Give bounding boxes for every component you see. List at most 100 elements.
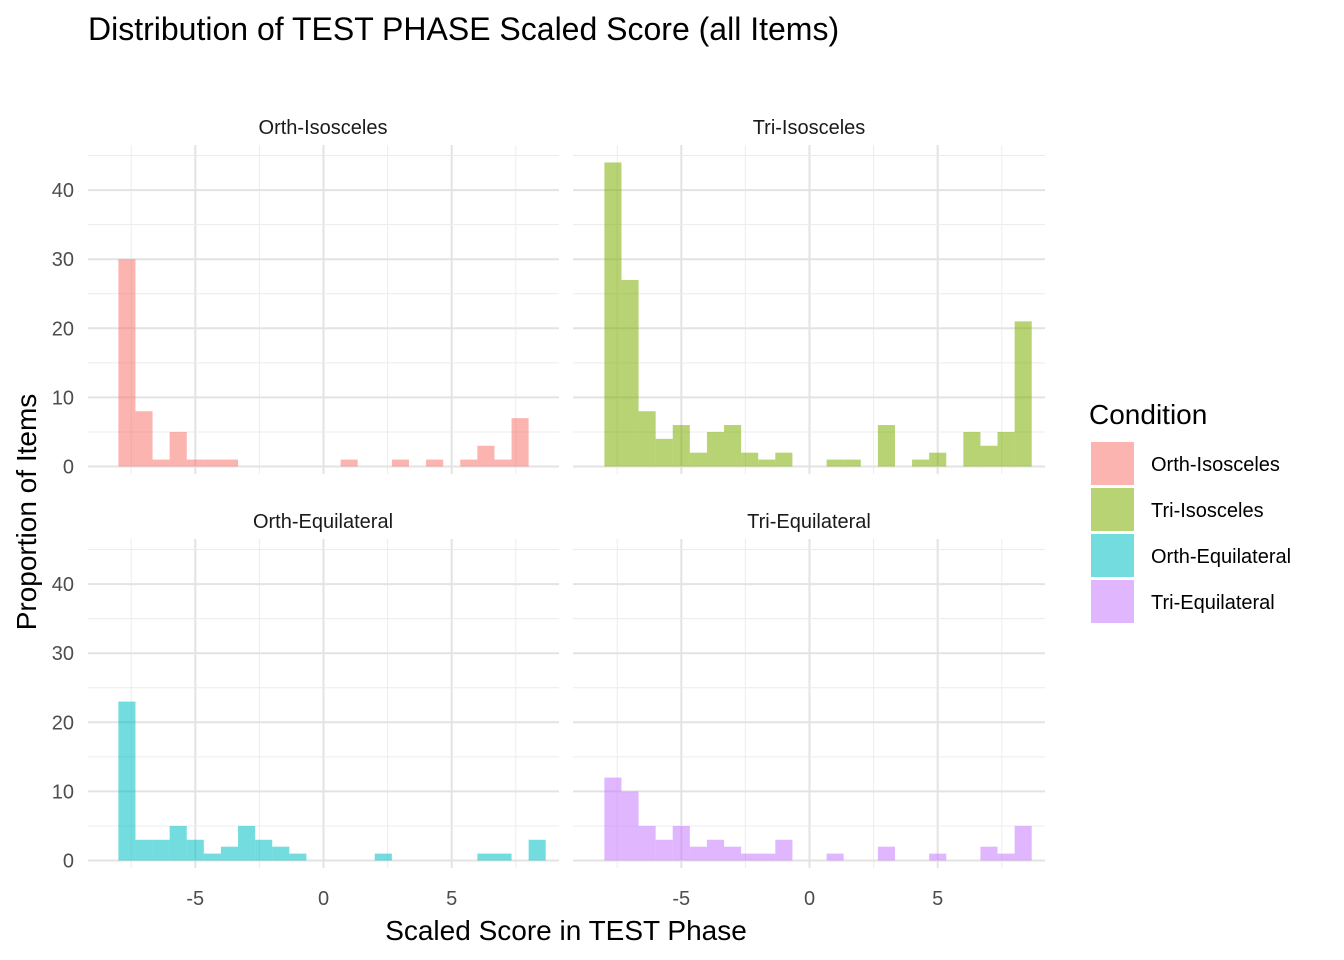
- histogram-bar: [775, 452, 793, 467]
- histogram-bar: [220, 846, 239, 861]
- histogram-bar: [843, 459, 861, 467]
- chart-title: Distribution of TEST PHASE Scaled Score …: [88, 11, 839, 47]
- y-axis-label: Proportion of Items: [11, 394, 42, 631]
- histogram-bar: [929, 853, 947, 861]
- x-tick-label: 0: [318, 888, 329, 910]
- histogram-bar: [340, 459, 358, 467]
- histogram-bar: [741, 853, 759, 861]
- y-tick-label: 40: [52, 180, 74, 202]
- histogram-bar: [621, 791, 639, 861]
- y-tick-label: 0: [63, 457, 74, 479]
- legend-entries: Orth-Isosceles Tri-Isosceles Orth-Equilate…: [1091, 442, 1291, 623]
- histogram-bar: [203, 459, 221, 467]
- histogram-bar: [477, 853, 495, 861]
- histogram-bar: [621, 279, 639, 467]
- histogram-bar: [638, 411, 656, 467]
- histogram-bar: [929, 452, 947, 467]
- y-axis-ticks-top: 0 10 20 30 40: [52, 180, 74, 478]
- panel-strip-label: Tri-Isosceles: [753, 117, 866, 139]
- legend-swatch: [1091, 442, 1134, 485]
- histogram-bar: [477, 445, 495, 467]
- histogram-bar: [912, 459, 930, 467]
- x-tick-label: -5: [672, 888, 690, 910]
- histogram-bar: [706, 839, 725, 861]
- panel-strip-label: Orth-Equilateral: [253, 511, 393, 533]
- histogram-bar: [511, 418, 529, 467]
- panel-grid: [88, 145, 559, 474]
- histogram-bar: [238, 825, 256, 861]
- y-tick-label: 0: [63, 851, 74, 873]
- y-tick-label: 20: [52, 318, 74, 340]
- histogram-bar: [1014, 825, 1032, 861]
- legend-entry-label: Tri-Isosceles: [1151, 500, 1264, 522]
- histogram-bar: [655, 438, 673, 467]
- histogram-bar: [374, 853, 392, 861]
- histogram-bar: [997, 853, 1015, 861]
- histogram-bar: [604, 777, 622, 861]
- legend-swatch: [1091, 488, 1134, 531]
- legend-entry-label: Orth-Isosceles: [1151, 454, 1280, 476]
- panel-orth-isosceles: Orth-Isosceles: [88, 117, 559, 474]
- histogram-bar: [494, 853, 512, 861]
- histogram-bar: [135, 839, 153, 861]
- legend-entry-label: Tri-Equilateral: [1151, 592, 1275, 614]
- y-tick-label: 40: [52, 574, 74, 596]
- histogram-bar: [604, 162, 622, 467]
- legend: Condition Orth-IsoscelesTri-IsoscelesOrt…: [1089, 399, 1291, 623]
- panel-bars: [604, 777, 1032, 861]
- panel-strip-label: Orth-Isosceles: [259, 117, 388, 139]
- x-axis-label: Scaled Score in TEST Phase: [385, 915, 747, 946]
- histogram-bar: [289, 853, 307, 861]
- histogram-bar: [706, 431, 725, 467]
- histogram-bar: [980, 445, 998, 467]
- histogram-bar: [391, 459, 409, 467]
- histogram-bar: [775, 839, 793, 861]
- histogram-bar: [980, 846, 998, 861]
- histogram-bar: [1014, 321, 1032, 467]
- panel-bars: [118, 701, 546, 861]
- histogram-bar: [186, 459, 204, 467]
- panel-strip-label: Tri-Equilateral: [747, 511, 871, 533]
- histogram-bar: [135, 411, 153, 467]
- histogram-bar: [672, 425, 690, 467]
- histogram-bar: [963, 431, 981, 467]
- histogram-bar: [655, 839, 673, 861]
- panel-orth-equilateral: Orth-Equilateral: [88, 511, 559, 868]
- y-tick-label: 10: [52, 781, 74, 803]
- histogram-bar: [826, 459, 844, 467]
- histogram-bar: [758, 853, 776, 861]
- histogram-bar: [724, 425, 742, 467]
- histogram-bar: [672, 825, 690, 861]
- histogram-bar: [169, 431, 187, 467]
- histogram-bar: [169, 825, 187, 861]
- histogram-bar: [152, 839, 170, 861]
- histogram-bar: [255, 839, 273, 861]
- histogram-bar: [528, 839, 546, 861]
- legend-swatch: [1091, 534, 1134, 577]
- panel-grid: [88, 539, 559, 868]
- y-tick-label: 20: [52, 712, 74, 734]
- histogram-bar: [741, 452, 759, 467]
- histogram-bar: [152, 459, 170, 467]
- x-axis-ticks-left: -5 0 5: [186, 888, 457, 910]
- histogram-bar: [638, 825, 656, 861]
- panel-tri-equilateral: Tri-Equilateral: [573, 511, 1045, 868]
- panel-grid: [573, 539, 1045, 868]
- histogram-bar: [203, 853, 221, 861]
- x-tick-label: 0: [804, 888, 815, 910]
- y-tick-label: 30: [52, 643, 74, 665]
- histogram-bar: [877, 425, 895, 467]
- histogram-bar: [689, 452, 707, 467]
- histogram-bar: [758, 459, 776, 467]
- histogram-bar: [494, 459, 512, 467]
- histogram-bar: [826, 853, 844, 861]
- histogram-bar: [272, 846, 290, 861]
- histogram-bar: [220, 459, 239, 467]
- y-tick-label: 30: [52, 249, 74, 271]
- y-tick-label: 10: [52, 387, 74, 409]
- histogram-bar: [997, 431, 1015, 467]
- histogram-bar: [460, 459, 478, 467]
- histogram-bar: [186, 839, 204, 861]
- histogram-bar: [689, 846, 707, 861]
